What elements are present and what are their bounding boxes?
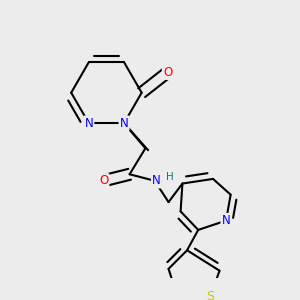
Text: N: N [84,117,93,130]
Text: N: N [120,117,128,130]
Text: H: H [166,172,173,182]
Text: O: O [99,174,108,187]
Text: S: S [206,290,214,300]
Text: N: N [222,214,230,227]
Text: N: N [152,174,161,187]
Text: O: O [163,66,172,79]
